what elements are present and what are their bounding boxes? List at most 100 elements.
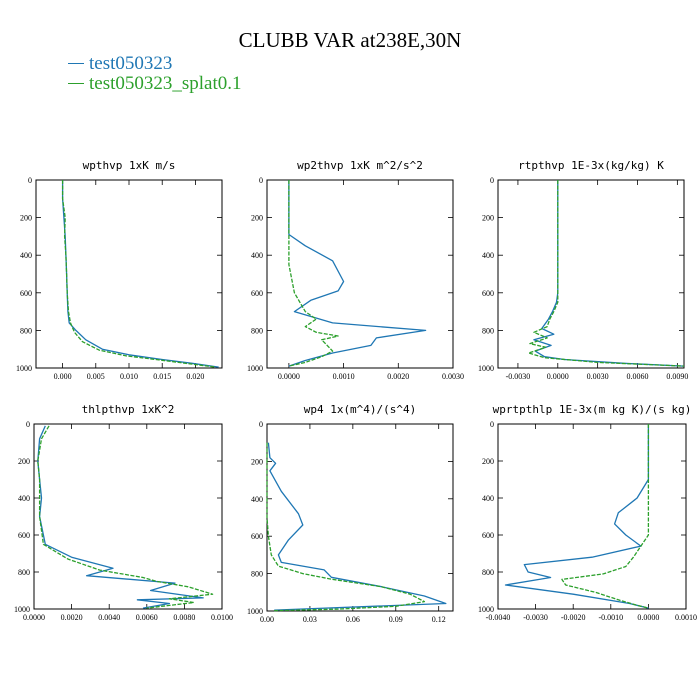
y-tick-label: 600 bbox=[482, 289, 494, 298]
y-tick-label: 600 bbox=[18, 531, 30, 540]
x-tick-label: 0.005 bbox=[87, 372, 105, 381]
series-line-test050323 bbox=[61, 180, 219, 368]
y-tick-label: 1000 bbox=[14, 605, 30, 614]
y-tick-label: 0 bbox=[26, 420, 30, 429]
x-tick-label: 0.0080 bbox=[173, 613, 195, 622]
y-tick-label: 200 bbox=[20, 214, 32, 223]
legend-swatch bbox=[68, 83, 84, 85]
y-tick-label: 600 bbox=[251, 289, 263, 298]
x-tick-label: -0.0030 bbox=[523, 613, 548, 622]
y-tick-label: 0 bbox=[28, 176, 32, 185]
panel-title: thlpthvp 1xK^2 bbox=[82, 403, 175, 416]
x-tick-label: 0.09 bbox=[389, 615, 403, 624]
x-tick-label: 0.0040 bbox=[98, 613, 120, 622]
y-tick-label: 800 bbox=[482, 568, 494, 577]
x-tick-label: 0.000 bbox=[54, 372, 72, 381]
x-tick-label: 0.0010 bbox=[333, 372, 355, 381]
y-tick-label: 200 bbox=[18, 457, 30, 466]
y-tick-label: 400 bbox=[251, 495, 263, 504]
y-tick-label: 1000 bbox=[16, 364, 32, 373]
series-line-test050323-splat0.1 bbox=[527, 180, 685, 367]
x-tick-label: -0.0040 bbox=[486, 613, 511, 622]
y-tick-label: 200 bbox=[482, 457, 494, 466]
x-tick-label: 0.0090 bbox=[666, 372, 688, 381]
series-line-test050323-splat0.1 bbox=[61, 180, 216, 368]
y-tick-label: 0 bbox=[490, 176, 494, 185]
y-tick-label: 600 bbox=[251, 532, 263, 541]
series-line-test050323 bbox=[504, 424, 650, 609]
x-tick-label: 0.0030 bbox=[442, 372, 464, 381]
y-tick-label: 400 bbox=[251, 251, 263, 260]
x-tick-label: -0.0030 bbox=[506, 372, 531, 381]
y-tick-label: 800 bbox=[482, 326, 494, 335]
legend-entry: test050323 bbox=[68, 53, 172, 75]
y-tick-label: 1000 bbox=[478, 364, 494, 373]
series-line-test050323-splat0.1 bbox=[266, 442, 426, 612]
x-tick-label: 0.12 bbox=[432, 615, 446, 624]
y-tick-label: 600 bbox=[482, 531, 494, 540]
series-line-test050323-splat0.1 bbox=[288, 180, 339, 367]
panel-5: wp4 1x(m^4)/(s^4) 0.00 0.03 0.06 0.09 0.12 0 20… bbox=[247, 403, 454, 624]
plot-frame bbox=[497, 423, 687, 610]
x-tick-label: 0.0020 bbox=[387, 372, 409, 381]
series-line-test050323-splat0.1 bbox=[561, 424, 650, 609]
y-tick-label: 400 bbox=[18, 494, 30, 503]
x-tick-label: 0.010 bbox=[120, 372, 138, 381]
plot-frame bbox=[497, 179, 685, 369]
panel-4: thlpthvp 1xK^2 0.0000 0.0020 0.0040 0.0060 0.… bbox=[14, 403, 233, 622]
x-tick-label: 0.0060 bbox=[136, 613, 158, 622]
panel-title: rtpthvp 1E-3x(kg/kg) K bbox=[518, 159, 664, 172]
x-tick-label: 0.0030 bbox=[587, 372, 609, 381]
panel-title: wprtpthlp 1E-3x(m kg K)/(s kg) bbox=[493, 403, 692, 416]
y-tick-label: 0 bbox=[259, 176, 263, 185]
y-tick-label: 200 bbox=[251, 214, 263, 223]
x-tick-label: 0.03 bbox=[303, 615, 317, 624]
y-tick-label: 1000 bbox=[247, 364, 263, 373]
x-tick-label: 0.00 bbox=[260, 615, 274, 624]
series-line-test050323-splat0.1 bbox=[37, 425, 214, 609]
y-tick-label: 200 bbox=[251, 457, 263, 466]
panel-2: wp2thvp 1xK m^2/s^2 0.0000 0.0010 0.0020 0.0… bbox=[247, 159, 464, 381]
legend-label: test050323_splat0.1 bbox=[89, 73, 242, 94]
panel-title: wp2thvp 1xK m^2/s^2 bbox=[297, 159, 423, 172]
series-line-test050323 bbox=[288, 180, 427, 367]
x-tick-label: -0.0010 bbox=[598, 613, 623, 622]
panel-3: rtpthvp 1E-3x(kg/kg) K -0.0030 0.0000 0.003… bbox=[478, 159, 688, 381]
x-tick-label: 0.0000 bbox=[23, 613, 45, 622]
series-line-test050323 bbox=[533, 180, 685, 367]
plot-frame bbox=[33, 423, 223, 610]
y-tick-label: 0 bbox=[259, 420, 263, 429]
x-tick-label: 0.0020 bbox=[61, 613, 83, 622]
y-tick-label: 800 bbox=[251, 570, 263, 579]
x-tick-label: 0.015 bbox=[153, 372, 171, 381]
x-tick-label: 0.0000 bbox=[278, 372, 300, 381]
panel-title: wp4 1x(m^4)/(s^4) bbox=[304, 403, 417, 416]
plot-frame bbox=[266, 179, 454, 369]
x-tick-label: 0.06 bbox=[346, 615, 360, 624]
y-tick-label: 1000 bbox=[247, 607, 263, 616]
y-tick-label: 800 bbox=[18, 568, 30, 577]
y-tick-label: 400 bbox=[482, 251, 494, 260]
legend-swatch bbox=[68, 63, 84, 65]
panel-1: wpthvp 1xK m/s 0.000 0.005 0.010 0.015 0.020 0… bbox=[16, 159, 223, 381]
y-tick-label: 800 bbox=[20, 326, 32, 335]
x-tick-label: 0.0000 bbox=[637, 613, 659, 622]
y-tick-label: 400 bbox=[482, 494, 494, 503]
legend-entry: test050323_splat0.1 bbox=[68, 73, 242, 95]
x-tick-label: 0.0060 bbox=[627, 372, 649, 381]
y-tick-label: 200 bbox=[482, 214, 494, 223]
x-tick-label: 0.0100 bbox=[211, 613, 233, 622]
y-tick-label: 800 bbox=[251, 326, 263, 335]
series-line-test050323 bbox=[37, 425, 204, 609]
panel-title: wpthvp 1xK m/s bbox=[83, 159, 176, 172]
y-tick-label: 600 bbox=[20, 289, 32, 298]
y-tick-label: 400 bbox=[20, 251, 32, 260]
panel-6: wprtpthlp 1E-3x(m kg K)/(s kg) -0.0040 -0.… bbox=[478, 403, 697, 622]
y-tick-label: 1000 bbox=[478, 605, 494, 614]
series-line-test050323 bbox=[267, 442, 447, 611]
x-tick-label: 0.0000 bbox=[547, 372, 569, 381]
legend-label: test050323 bbox=[89, 53, 173, 74]
x-tick-label: -0.0020 bbox=[561, 613, 586, 622]
figure-title: CLUBB VAR at238E,30N bbox=[238, 28, 462, 52]
